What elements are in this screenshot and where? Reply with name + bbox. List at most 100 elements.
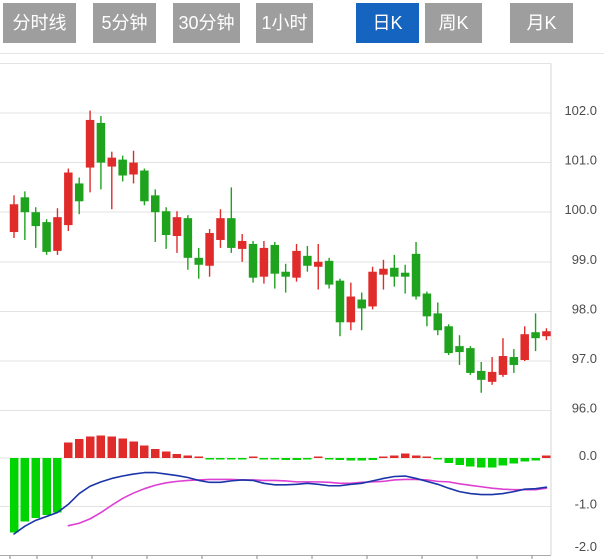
candle[interactable] <box>400 264 410 294</box>
macd-bar-down <box>216 458 225 460</box>
candle[interactable] <box>140 168 149 206</box>
candle-body-down <box>303 255 312 266</box>
candle[interactable] <box>107 151 117 210</box>
candle[interactable] <box>248 240 258 283</box>
candle-body-up <box>85 119 95 168</box>
candle[interactable] <box>216 209 225 248</box>
candle[interactable] <box>270 241 280 289</box>
tab-time-share[interactable]: 分时线 <box>3 3 76 43</box>
candle[interactable] <box>455 335 464 365</box>
candle[interactable] <box>237 234 247 262</box>
candle[interactable] <box>53 208 62 255</box>
candle[interactable] <box>281 263 290 293</box>
candle[interactable] <box>509 349 519 373</box>
candles-layer <box>9 110 551 393</box>
candle[interactable] <box>357 292 366 331</box>
candle[interactable] <box>433 302 443 336</box>
candle[interactable] <box>487 357 497 385</box>
macd-bar-down <box>433 458 443 460</box>
candle[interactable] <box>303 245 312 272</box>
candle-body-up <box>64 172 73 226</box>
tabbar-separator <box>0 53 604 54</box>
candle[interactable] <box>313 243 323 290</box>
candle[interactable] <box>368 266 377 310</box>
tab-5min[interactable]: 5分钟 <box>93 3 156 43</box>
candle[interactable] <box>520 326 529 361</box>
candle[interactable] <box>118 155 127 182</box>
candle-body-up <box>498 356 508 375</box>
macd-bar-up <box>107 436 117 458</box>
macd-axis-label: -2.0 <box>575 539 597 554</box>
candle-body-up <box>205 233 214 266</box>
price-axis-label: 97.0 <box>572 351 597 366</box>
candle-body-down <box>183 218 193 258</box>
macd-bar-up <box>129 441 138 458</box>
candle[interactable] <box>259 240 269 284</box>
macd-bar-down <box>270 458 280 460</box>
price-axis-label: 101.0 <box>564 153 597 168</box>
macd-bar-up <box>411 455 421 458</box>
candle[interactable] <box>346 282 356 331</box>
candle[interactable] <box>476 361 486 393</box>
candle[interactable] <box>498 338 508 377</box>
candle[interactable] <box>151 189 160 242</box>
candle-body-up <box>292 250 301 278</box>
price-axis-label: 98.0 <box>572 301 597 316</box>
candle[interactable] <box>172 211 182 253</box>
candle-body-up <box>313 261 323 267</box>
dea-line <box>67 478 548 527</box>
candle-body-down <box>357 299 366 309</box>
candle[interactable] <box>466 346 475 375</box>
tab-weekly-k[interactable]: 周K <box>425 3 482 43</box>
candle-body-up <box>368 271 377 307</box>
candle[interactable] <box>129 150 138 184</box>
candle-body-down <box>31 212 40 227</box>
candle[interactable] <box>64 168 73 232</box>
candle[interactable] <box>161 207 171 249</box>
candle[interactable] <box>324 257 334 289</box>
macd-bar-down <box>444 458 453 463</box>
candle[interactable] <box>31 207 40 248</box>
candle[interactable] <box>422 291 432 327</box>
candle-body-down <box>335 280 345 323</box>
macd-bar-down <box>303 458 312 460</box>
macd-bar-up <box>313 456 323 458</box>
macd-bar-down <box>531 458 540 461</box>
candle-body-up <box>216 218 225 240</box>
candle[interactable] <box>74 177 84 215</box>
tab-30min[interactable]: 30分钟 <box>173 3 240 43</box>
candle[interactable] <box>335 278 345 337</box>
candle-body-up <box>53 217 62 251</box>
dif-line <box>13 471 548 535</box>
candle[interactable] <box>9 195 19 238</box>
macd-bar-up <box>390 455 399 458</box>
candle-body-down <box>42 222 51 252</box>
candle[interactable] <box>96 115 106 190</box>
candle[interactable] <box>85 110 95 193</box>
candle-body-down <box>433 313 443 331</box>
candle[interactable] <box>411 241 421 300</box>
tab-monthly-k[interactable]: 月K <box>510 3 573 43</box>
macd-bar-up <box>542 455 551 458</box>
macd-bar-down <box>227 458 236 460</box>
macd-bar-up <box>96 435 106 458</box>
candle[interactable] <box>531 313 540 352</box>
candle[interactable] <box>390 254 399 287</box>
candle-body-up <box>9 204 19 233</box>
candle[interactable] <box>379 259 388 290</box>
tab-daily-k[interactable]: 日K <box>356 3 419 43</box>
candle[interactable] <box>42 219 51 255</box>
candle[interactable] <box>542 328 551 341</box>
candle[interactable] <box>227 187 236 253</box>
candle[interactable] <box>292 243 301 282</box>
tab-1hour[interactable]: 1小时 <box>256 3 313 43</box>
candle[interactable] <box>444 324 453 356</box>
candle[interactable] <box>20 191 30 240</box>
macd-bar-down <box>455 458 464 465</box>
candle[interactable] <box>183 215 193 270</box>
candle-body-down <box>227 218 236 248</box>
macd-bar-up <box>422 456 432 458</box>
candle[interactable] <box>205 229 214 277</box>
candle[interactable] <box>194 247 203 279</box>
